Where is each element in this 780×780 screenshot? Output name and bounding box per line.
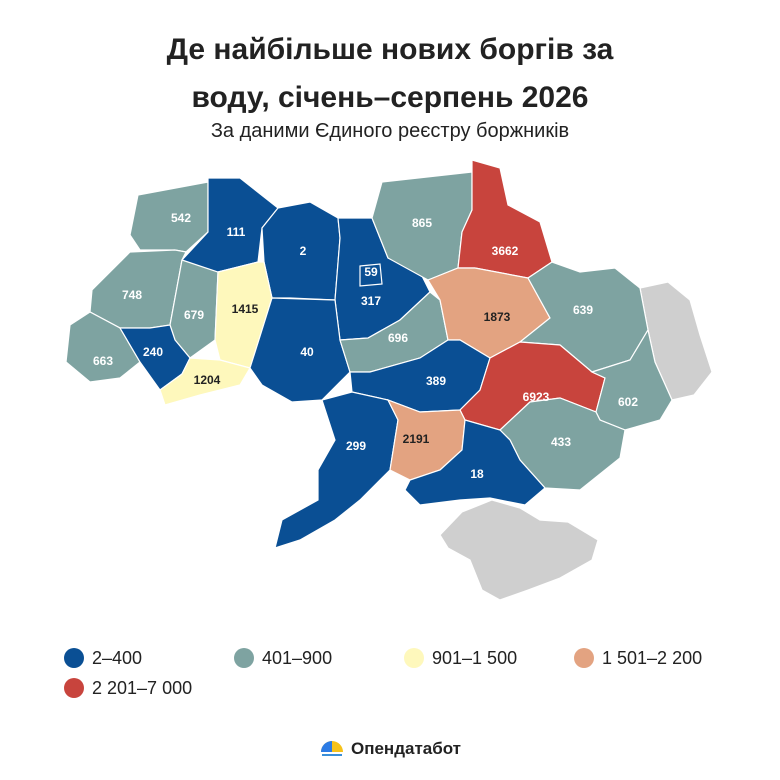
legend-swatch-2	[234, 648, 254, 668]
region-luhansk[interactable]	[590, 328, 673, 431]
label-kharkiv: 639	[573, 303, 593, 317]
label-kherson: 18	[470, 467, 484, 481]
legend-item-2: 401–900	[234, 648, 404, 669]
title-line-2: воду, січень–серпень 2026	[191, 81, 589, 114]
region-sumy[interactable]	[457, 159, 553, 279]
legend-swatch-4	[574, 648, 594, 668]
region-vinnytsia[interactable]	[249, 297, 351, 403]
legend-item-4: 1 501–2 200	[574, 648, 702, 669]
legend-label-1: 2–400	[92, 647, 143, 668]
label-sumy: 3662	[492, 244, 519, 258]
legend-item-3: 901–1 500	[404, 648, 574, 669]
region-zakarpattia[interactable]	[65, 311, 141, 383]
label-kyiv-oblast: 317	[361, 294, 381, 308]
ukraine-map: 542 111 2 59 317 865 3662 748 679 1415 663 240 1204 4…	[65, 159, 713, 601]
label-chernivtsi: 1204	[194, 373, 221, 387]
legend-item-5: 2 201–7 000	[64, 678, 192, 699]
legend-swatch-1	[64, 648, 84, 668]
brand-name: Опендатабот	[350, 739, 462, 758]
label-mykolaiv: 2191	[403, 432, 430, 446]
title-line-1: Де найбільше нових боргів за	[166, 33, 614, 66]
legend: 2–400 401–900 901–1 500 1 501–2 200 2 20…	[64, 643, 754, 703]
label-kyiv-city: 59	[364, 265, 378, 279]
label-lviv: 748	[122, 288, 142, 302]
legend-label-5: 2 201–7 000	[92, 677, 193, 698]
label-donetsk: 433	[551, 435, 571, 449]
region-crimea	[439, 499, 599, 601]
region-kherson[interactable]	[404, 419, 546, 506]
label-khmelnytskyi: 1415	[232, 302, 259, 316]
region-volyn[interactable]	[129, 181, 209, 253]
label-kirovohrad: 389	[426, 374, 446, 388]
label-ternopil: 679	[184, 308, 204, 322]
label-cherkasy: 696	[388, 331, 408, 345]
region-odesa[interactable]	[274, 391, 399, 549]
label-zhytomyr: 2	[300, 244, 307, 258]
legend-row-2: 2 201–7 000	[64, 673, 754, 703]
label-luhansk: 602	[618, 395, 638, 409]
legend-label-3: 901–1 500	[432, 647, 518, 668]
legend-swatch-3	[404, 648, 424, 668]
map-subtitle: За даними Єдиного реєстру боржників	[210, 120, 570, 142]
label-vinnytsia: 40	[300, 345, 314, 359]
legend-item-1: 2–400	[64, 648, 234, 669]
legend-label-4: 1 501–2 200	[602, 647, 703, 668]
label-poltava: 1873	[484, 310, 511, 324]
opendatabot-logo-icon	[320, 741, 343, 756]
label-volyn: 542	[171, 211, 191, 225]
map-title: Де найбільше нових боргів за воду, січен…	[0, 26, 780, 122]
legend-row-1: 2–400 401–900 901–1 500 1 501–2 200	[64, 643, 754, 673]
label-odesa: 299	[346, 439, 366, 453]
region-kyiv-city[interactable]	[359, 263, 383, 287]
label-dnipro: 6923	[523, 390, 550, 404]
legend-label-2: 401–900	[262, 647, 333, 668]
label-ivano-frankivsk: 240	[143, 345, 163, 359]
legend-swatch-5	[64, 678, 84, 698]
label-zakarpattia: 663	[93, 354, 113, 368]
brand[interactable]: Опендатабот	[0, 736, 780, 762]
label-rivne: 111	[227, 225, 246, 239]
label-chernihiv: 865	[412, 216, 432, 230]
